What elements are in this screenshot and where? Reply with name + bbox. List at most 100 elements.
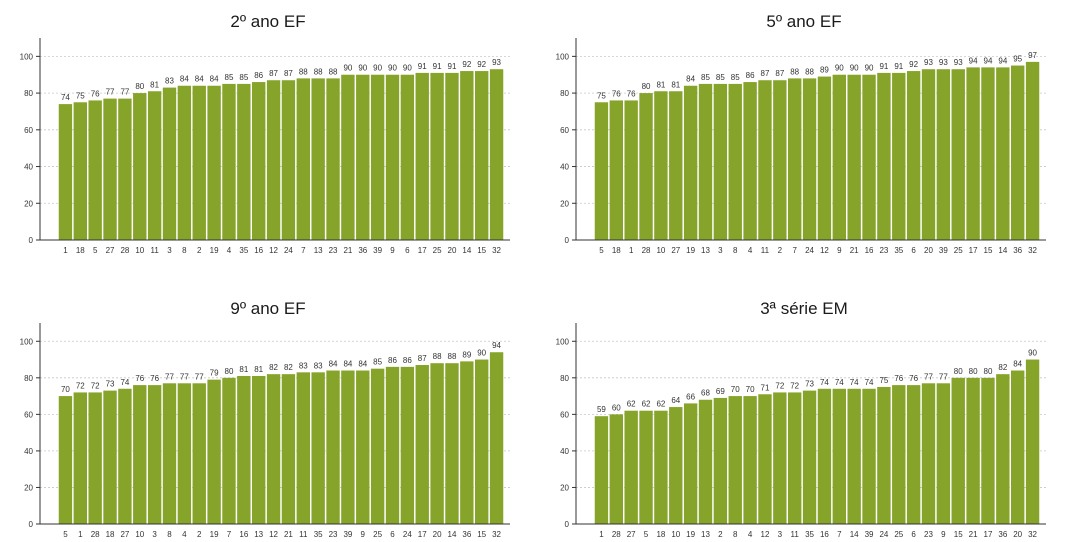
bar-value-label: 70 (61, 385, 70, 394)
bar (370, 368, 385, 524)
x-tick-label: 2 (718, 530, 723, 539)
x-tick-label: 11 (150, 246, 159, 255)
bar-value-label: 84 (358, 360, 367, 369)
x-tick-label: 20 (433, 530, 442, 539)
bar-chart-9-ano-ef: 0204060801007057217228731874277610763778… (20, 323, 510, 539)
bar-value-label: 76 (894, 374, 903, 383)
bar-value-label: 77 (195, 372, 204, 381)
bar-value-label: 62 (656, 400, 665, 409)
x-tick-label: 17 (969, 246, 978, 255)
x-tick-label: 5 (93, 246, 98, 255)
bar-value-label: 72 (775, 381, 784, 390)
bar-value-label: 92 (477, 60, 486, 69)
bar-value-label: 85 (716, 73, 725, 82)
x-tick-label: 7 (837, 530, 842, 539)
bar (147, 385, 162, 524)
y-tick-label: 60 (560, 126, 569, 135)
bar-value-label: 77 (180, 372, 189, 381)
x-tick-label: 14 (850, 530, 859, 539)
x-tick-label: 16 (239, 530, 248, 539)
y-tick-label: 0 (29, 520, 34, 529)
x-tick-label: 18 (106, 530, 115, 539)
x-tick-label: 6 (911, 246, 916, 255)
bar-value-label: 94 (998, 56, 1007, 65)
bar-value-label: 76 (612, 89, 621, 98)
bar (177, 85, 192, 240)
bar (758, 394, 772, 524)
x-tick-label: 35 (239, 246, 248, 255)
bar (594, 102, 609, 240)
bar-value-label: 88 (299, 67, 308, 76)
x-tick-label: 3 (167, 246, 172, 255)
bar-value-label: 84 (686, 75, 695, 84)
bar-value-label: 88 (314, 67, 323, 76)
x-tick-label: 35 (805, 530, 814, 539)
x-tick-label: 18 (612, 246, 621, 255)
bar-value-label: 84 (210, 75, 219, 84)
bar (921, 69, 936, 240)
bar (1011, 65, 1025, 240)
bar (281, 80, 296, 241)
x-tick-label: 25 (894, 530, 903, 539)
x-tick-label: 12 (269, 246, 278, 255)
bar-value-label: 93 (492, 58, 501, 67)
y-tick-label: 0 (29, 236, 34, 245)
bar-value-label: 84 (1013, 360, 1022, 369)
x-tick-label: 39 (865, 530, 874, 539)
bar-value-label: 94 (492, 341, 501, 350)
y-tick-label: 40 (24, 163, 33, 172)
x-tick-label: 24 (879, 530, 888, 539)
bar-value-label: 90 (477, 349, 486, 358)
bar-value-label: 74 (850, 378, 859, 387)
x-tick-label: 7 (227, 530, 232, 539)
bar-value-label: 74 (820, 378, 829, 387)
bar-value-label: 74 (61, 93, 70, 102)
bar-value-label: 89 (462, 350, 471, 359)
bar-value-label: 77 (120, 88, 129, 97)
bar-value-label: 90 (388, 64, 397, 73)
bar-value-label: 86 (388, 356, 397, 365)
bar-value-label: 88 (790, 67, 799, 76)
bar (698, 83, 713, 240)
bar (88, 100, 102, 240)
bar-value-label: 87 (775, 69, 784, 78)
bar (311, 78, 325, 241)
x-tick-label: 8 (182, 246, 187, 255)
x-tick-label: 28 (91, 530, 100, 539)
bar-value-label: 85 (225, 73, 234, 82)
bar (1025, 359, 1040, 524)
bar-value-label: 88 (805, 67, 814, 76)
bar (802, 78, 817, 241)
bar (296, 78, 310, 241)
bar-value-label: 71 (761, 383, 770, 392)
bar-value-label: 72 (91, 381, 100, 390)
bar (713, 83, 728, 240)
bar (73, 102, 87, 240)
bar (624, 100, 638, 240)
bar (341, 74, 355, 241)
bar (430, 72, 444, 241)
chart-title: 5º ano EF (766, 12, 842, 31)
bar-value-label: 90 (343, 64, 352, 73)
bar (817, 388, 832, 524)
chart-panel-9-ano-ef: 9º ano EF 0 20 40 60 80 100 70 5 72 1 72 28 73 18 74 27… (0, 271, 536, 542)
x-tick-label: 17 (418, 530, 427, 539)
x-tick-label: 12 (269, 530, 278, 539)
x-tick-label: 6 (911, 530, 916, 539)
bar-value-label: 85 (239, 73, 248, 82)
bar-value-label: 90 (373, 64, 382, 73)
bar (981, 67, 995, 240)
bar (832, 74, 846, 241)
x-tick-label: 9 (390, 246, 395, 255)
y-tick-label: 0 (565, 236, 570, 245)
bar-value-label: 90 (1028, 349, 1037, 358)
x-tick-label: 28 (612, 530, 621, 539)
x-tick-label: 14 (462, 246, 471, 255)
x-tick-label: 25 (433, 246, 442, 255)
bar-value-label: 75 (597, 91, 606, 100)
x-tick-label: 32 (1028, 530, 1037, 539)
x-tick-label: 3 (718, 246, 723, 255)
bar (654, 410, 668, 524)
x-tick-label: 10 (135, 530, 144, 539)
x-tick-label: 7 (792, 246, 797, 255)
